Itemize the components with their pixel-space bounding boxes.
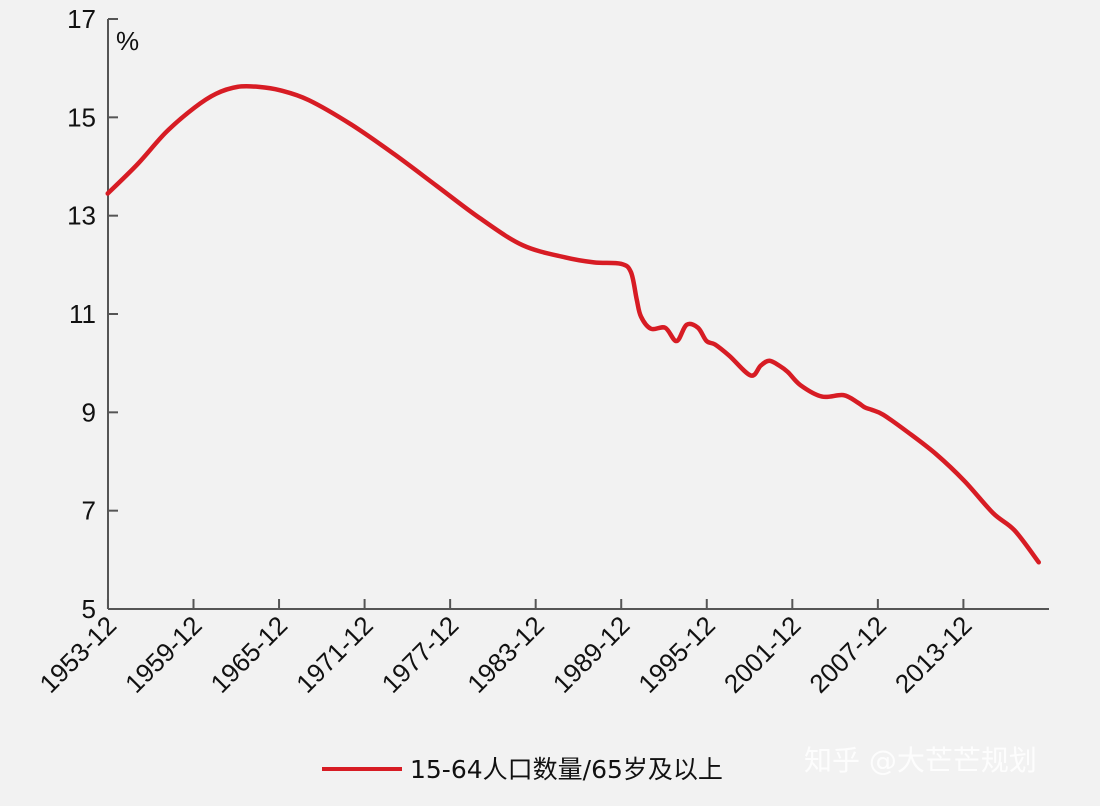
x-tick-label: 1977-12: [376, 610, 465, 699]
y-axis: 5 7 9 11 13 15 17: [67, 4, 118, 624]
legend: 15-64人口数量/65岁及以上: [322, 755, 723, 784]
x-tick-label: 1989-12: [547, 610, 636, 699]
y-tick-label: 9: [82, 397, 96, 427]
x-tick-label: 1983-12: [461, 610, 550, 699]
y-tick-label: 15: [67, 102, 96, 132]
y-tick-label: 13: [67, 201, 96, 231]
legend-label: 15-64人口数量/65岁及以上: [410, 755, 723, 784]
y-tick-label: 7: [82, 496, 96, 526]
x-tick-label: 2013-12: [889, 610, 978, 699]
x-tick-label: 2007-12: [803, 610, 892, 699]
y-tick-label: 5: [82, 594, 96, 624]
y-tick-label: 17: [67, 4, 96, 34]
y-unit-label: %: [116, 26, 139, 56]
x-tick-label: 1965-12: [205, 610, 294, 699]
x-tick-label: 1971-12: [290, 610, 379, 699]
x-tick-label: 2001-12: [718, 610, 807, 699]
x-axis: 1953-121959-121965-121971-121977-121983-…: [34, 599, 1049, 699]
series-layer: [105, 83, 1041, 565]
watermark: 知乎 @大芒芒规划: [804, 744, 1037, 777]
x-tick-label: 1953-12: [34, 610, 123, 699]
x-tick-label: 1995-12: [632, 610, 721, 699]
x-tick-label: 1959-12: [119, 610, 208, 699]
y-tick-label: 11: [69, 299, 96, 329]
series-line: [105, 83, 1041, 565]
